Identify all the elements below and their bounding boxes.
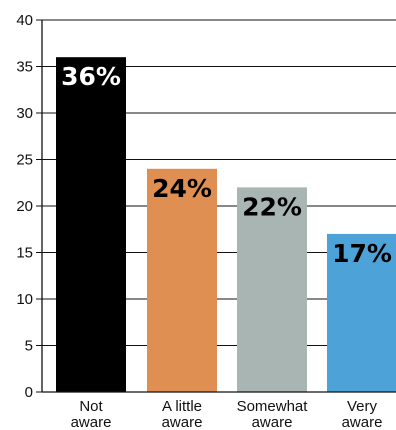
bar <box>327 233 396 392</box>
bar <box>237 187 307 392</box>
data-labels: 36% 24% 22% 17% <box>61 62 392 268</box>
y-tick-label: 5 <box>25 338 33 355</box>
x-tick-label: aware <box>162 414 203 430</box>
y-tick-label: 25 <box>16 152 33 169</box>
y-tick-label: 15 <box>16 245 33 262</box>
y-tick-label: 35 <box>16 59 33 76</box>
y-tick-label: 30 <box>16 105 33 122</box>
y-axis-ticks: 0 5 10 15 20 25 30 35 40 <box>16 12 42 401</box>
x-tick-label: A little <box>162 398 202 415</box>
x-tick-label: aware <box>252 414 293 430</box>
y-tick-label: 20 <box>16 198 33 215</box>
x-tick-label: Somewhat <box>237 398 309 415</box>
y-tick-label: 40 <box>16 12 33 29</box>
x-tick-label: aware <box>342 414 383 430</box>
bars <box>56 57 396 392</box>
bar <box>147 168 217 392</box>
data-label: 24% <box>152 174 212 203</box>
data-label: 22% <box>242 192 302 221</box>
x-tick-label: Not <box>79 398 103 415</box>
x-tick-label: Very <box>347 398 378 415</box>
data-label: 36% <box>61 62 121 91</box>
data-label: 17% <box>332 239 392 268</box>
x-tick-label: aware <box>71 414 112 430</box>
y-tick-label: 0 <box>25 384 33 401</box>
bar <box>56 57 126 392</box>
y-tick-label: 10 <box>16 291 33 308</box>
